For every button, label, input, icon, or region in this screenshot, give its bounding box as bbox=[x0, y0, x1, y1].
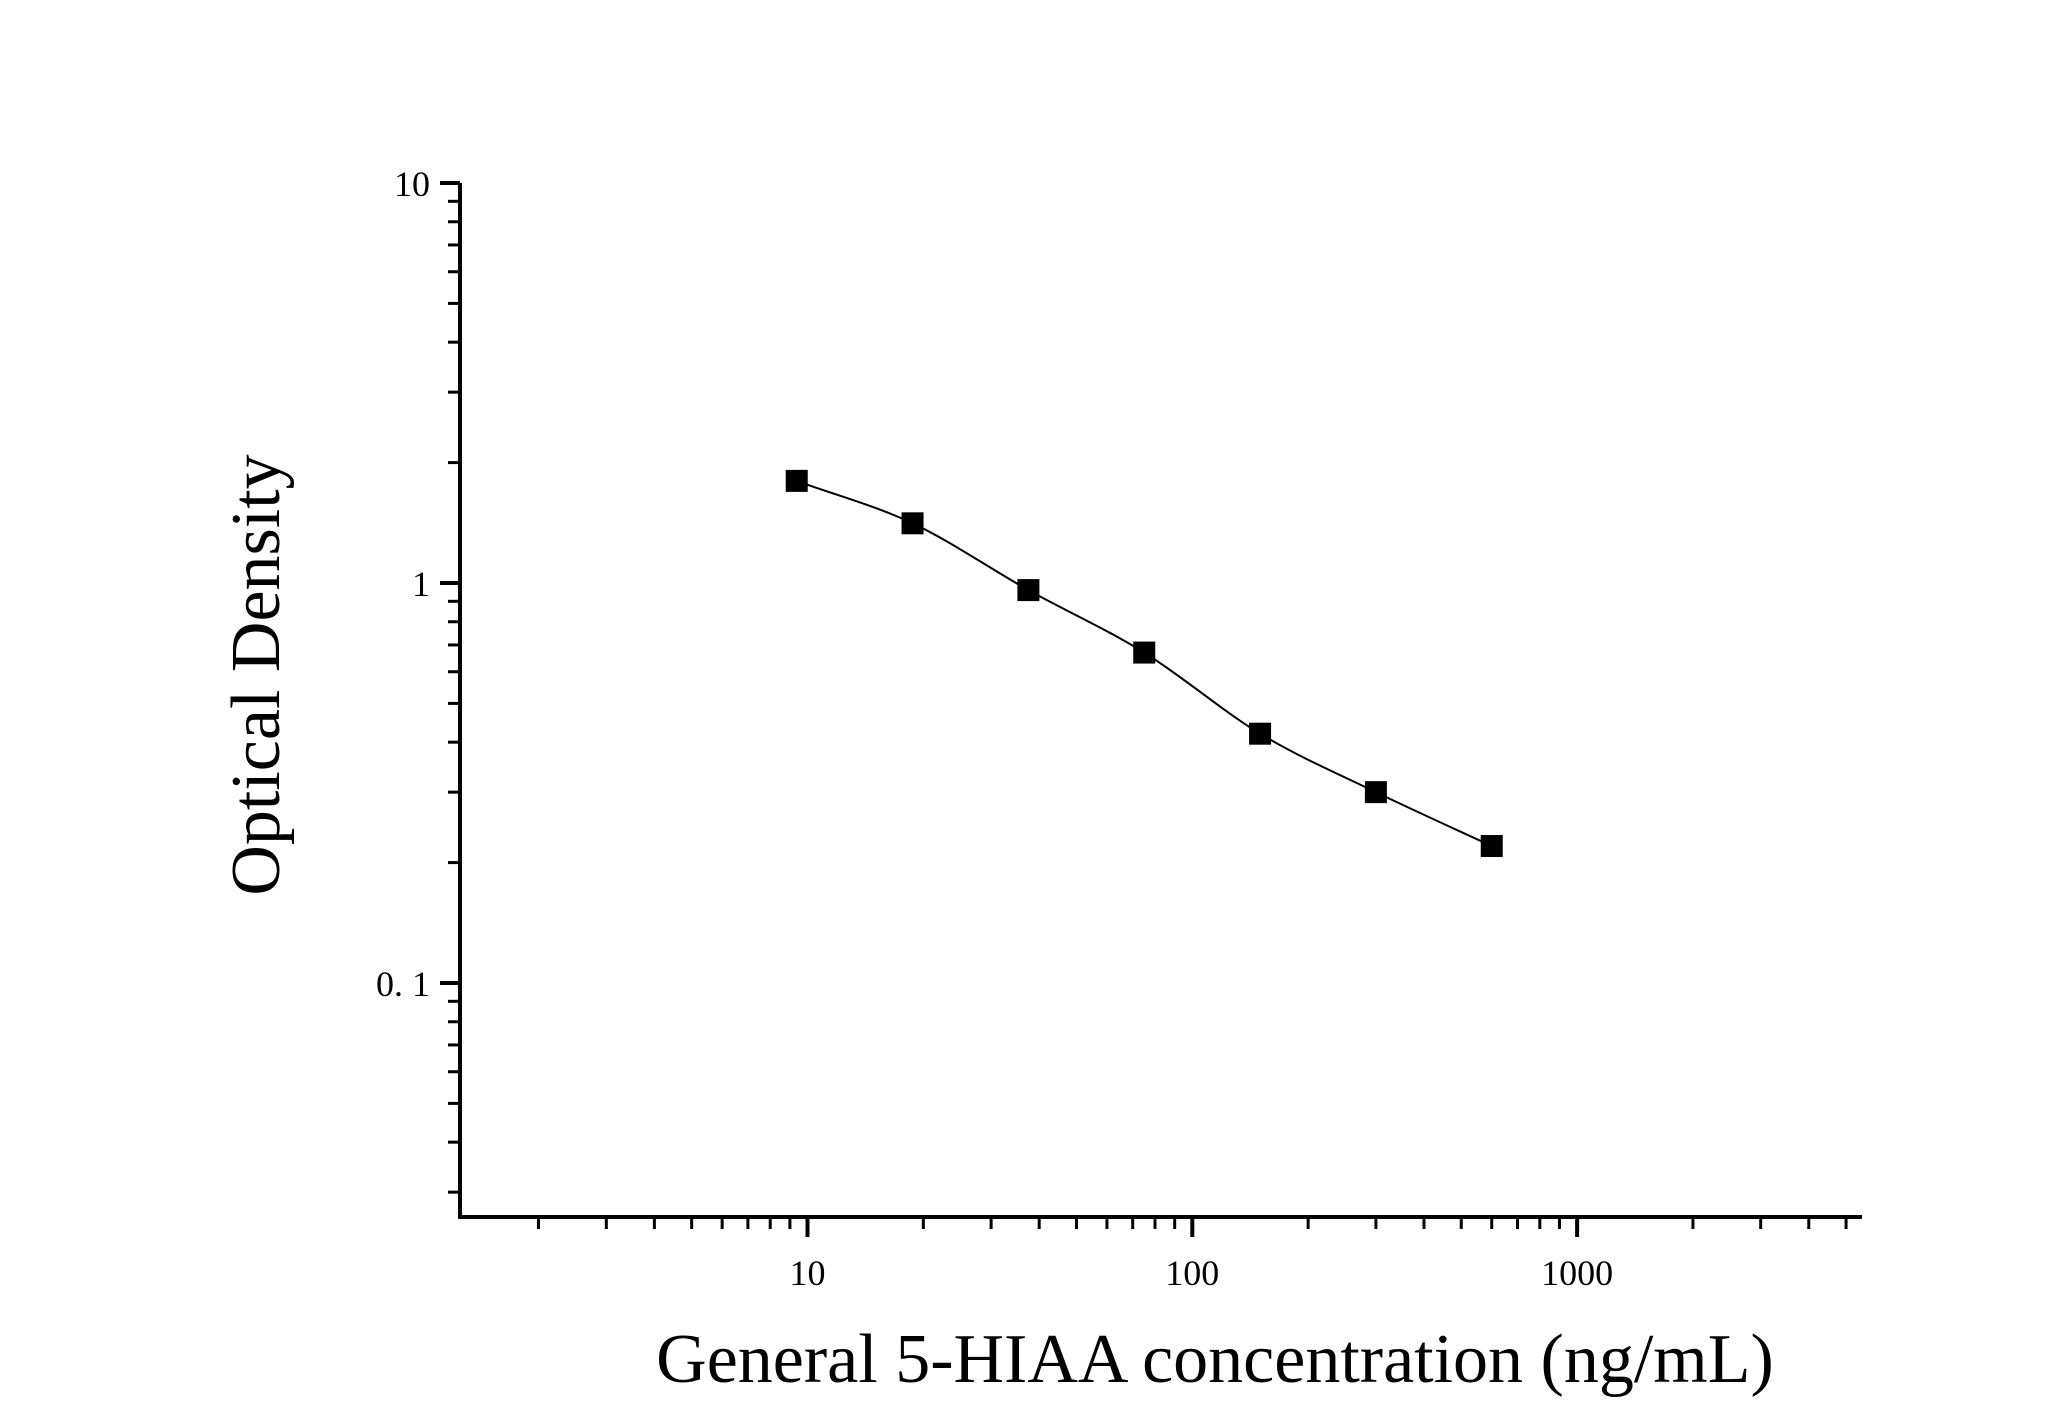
y-minor-ticks bbox=[448, 199, 460, 1194]
data-point bbox=[901, 512, 924, 535]
x-axis-title: General 5-HIAA concentration (ng/mL) bbox=[656, 1321, 1774, 1398]
y-tick-label: 1 bbox=[412, 564, 430, 604]
x-minor-ticks bbox=[537, 1217, 1848, 1229]
x-tick-label: 10 bbox=[790, 1253, 826, 1293]
data-point bbox=[1249, 722, 1272, 745]
data-point bbox=[1480, 835, 1503, 858]
y-axis-title: Optical Density bbox=[218, 454, 295, 895]
data-point bbox=[1017, 579, 1040, 602]
axes: 10 1 0. 1 10 100 1000 bbox=[376, 164, 1862, 1293]
y-tick-label: 0. 1 bbox=[376, 964, 430, 1004]
x-tick-label: 1000 bbox=[1541, 1253, 1613, 1293]
y-major-ticks: 10 1 0. 1 bbox=[376, 164, 460, 1004]
data-point bbox=[785, 469, 808, 492]
data-point bbox=[1133, 641, 1156, 664]
x-tick-label: 100 bbox=[1165, 1253, 1219, 1293]
data-point bbox=[1364, 781, 1387, 804]
x-major-ticks: 10 100 1000 bbox=[790, 1217, 1613, 1293]
y-tick-label: 10 bbox=[394, 164, 430, 204]
data-points bbox=[785, 469, 1503, 858]
